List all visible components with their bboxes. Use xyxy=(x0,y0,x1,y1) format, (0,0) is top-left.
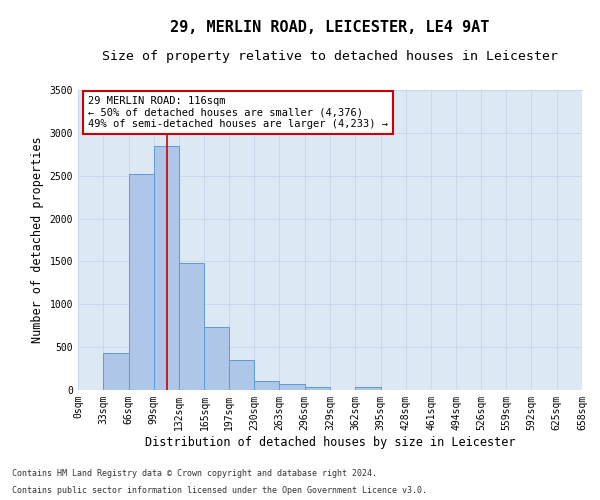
Bar xyxy=(179,263,205,390)
Bar xyxy=(154,146,179,390)
Bar xyxy=(355,387,380,390)
X-axis label: Distribution of detached houses by size in Leicester: Distribution of detached houses by size … xyxy=(145,436,515,448)
Text: Contains public sector information licensed under the Open Government Licence v3: Contains public sector information licen… xyxy=(12,486,427,495)
Bar xyxy=(305,386,330,390)
Y-axis label: Number of detached properties: Number of detached properties xyxy=(31,136,44,344)
Bar xyxy=(229,360,254,390)
Text: Size of property relative to detached houses in Leicester: Size of property relative to detached ho… xyxy=(102,50,558,63)
Bar xyxy=(254,381,280,390)
Text: 29, MERLIN ROAD, LEICESTER, LE4 9AT: 29, MERLIN ROAD, LEICESTER, LE4 9AT xyxy=(170,20,490,35)
Text: 29 MERLIN ROAD: 116sqm
← 50% of detached houses are smaller (4,376)
49% of semi-: 29 MERLIN ROAD: 116sqm ← 50% of detached… xyxy=(88,96,388,129)
Bar xyxy=(103,353,128,390)
Bar xyxy=(128,174,154,390)
Bar xyxy=(280,384,305,390)
Bar xyxy=(205,328,229,390)
Text: Contains HM Land Registry data © Crown copyright and database right 2024.: Contains HM Land Registry data © Crown c… xyxy=(12,468,377,477)
